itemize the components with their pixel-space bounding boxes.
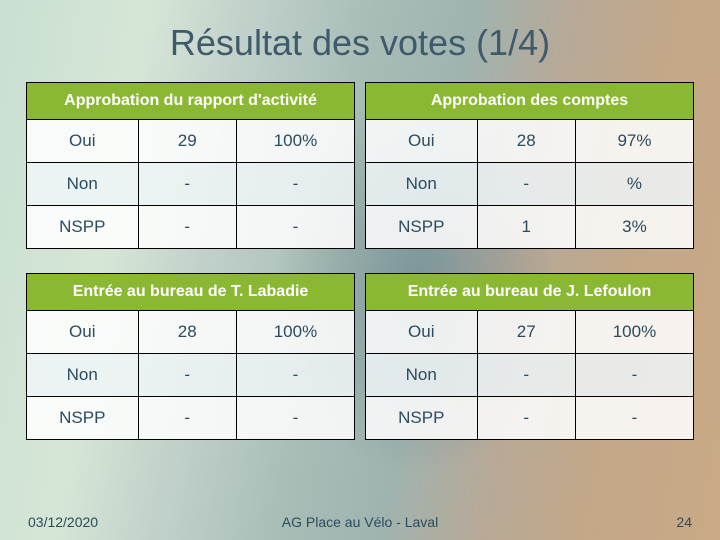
table-row: Non - -: [366, 354, 694, 397]
cell-count: -: [138, 397, 236, 440]
cell-label: Oui: [27, 120, 139, 163]
cell-label: Oui: [366, 120, 478, 163]
cell-label: Non: [27, 163, 139, 206]
table-header: Approbation des comptes: [366, 83, 694, 120]
table-row: Non - -: [27, 354, 355, 397]
cell-count: -: [138, 206, 236, 249]
cell-count: -: [138, 163, 236, 206]
table-entree-labadie: Entrée au bureau de T. Labadie Oui 28 10…: [26, 273, 355, 440]
cell-pct: 100%: [236, 311, 354, 354]
cell-pct: -: [575, 354, 693, 397]
table-row: NSPP 1 3%: [366, 206, 694, 249]
table-approbation-activite: Approbation du rapport d'activité Oui 29…: [26, 82, 355, 249]
table-approbation-comptes: Approbation des comptes Oui 28 97% Non -…: [365, 82, 694, 249]
table-row: Oui 29 100%: [27, 120, 355, 163]
cell-pct: 100%: [236, 120, 354, 163]
footer: 03/12/2020 AG Place au Vélo - Laval 24: [0, 514, 720, 530]
table-row: Non - %: [366, 163, 694, 206]
table-header: Approbation du rapport d'activité: [27, 83, 355, 120]
cell-count: 27: [477, 311, 575, 354]
tables-grid: Approbation du rapport d'activité Oui 29…: [0, 72, 720, 440]
cell-pct: -: [236, 354, 354, 397]
cell-label: Non: [366, 354, 478, 397]
cell-pct: 97%: [575, 120, 693, 163]
cell-label: NSPP: [27, 397, 139, 440]
cell-pct: 100%: [575, 311, 693, 354]
cell-count: -: [477, 163, 575, 206]
cell-label: NSPP: [366, 397, 478, 440]
table-row: NSPP - -: [27, 397, 355, 440]
cell-pct: -: [236, 206, 354, 249]
cell-pct: -: [236, 397, 354, 440]
cell-label: Non: [27, 354, 139, 397]
cell-count: -: [477, 397, 575, 440]
table-header: Entrée au bureau de J. Lefoulon: [366, 274, 694, 311]
cell-label: Non: [366, 163, 478, 206]
table-row: NSPP - -: [27, 206, 355, 249]
table-row: Oui 28 100%: [27, 311, 355, 354]
cell-count: 1: [477, 206, 575, 249]
cell-pct: -: [236, 163, 354, 206]
cell-pct: 3%: [575, 206, 693, 249]
cell-count: 28: [477, 120, 575, 163]
cell-count: 29: [138, 120, 236, 163]
cell-pct: %: [575, 163, 693, 206]
table-row: Oui 28 97%: [366, 120, 694, 163]
table-row: Oui 27 100%: [366, 311, 694, 354]
table-row: Non - -: [27, 163, 355, 206]
table-row: NSPP - -: [366, 397, 694, 440]
table-entree-lefoulon: Entrée au bureau de J. Lefoulon Oui 27 1…: [365, 273, 694, 440]
cell-count: -: [138, 354, 236, 397]
cell-pct: -: [575, 397, 693, 440]
cell-label: NSPP: [366, 206, 478, 249]
cell-count: -: [477, 354, 575, 397]
table-header: Entrée au bureau de T. Labadie: [27, 274, 355, 311]
cell-label: NSPP: [27, 206, 139, 249]
cell-label: Oui: [366, 311, 478, 354]
cell-label: Oui: [27, 311, 139, 354]
footer-center: AG Place au Vélo - Laval: [0, 514, 720, 530]
cell-count: 28: [138, 311, 236, 354]
slide-title: Résultat des votes (1/4): [0, 0, 720, 72]
